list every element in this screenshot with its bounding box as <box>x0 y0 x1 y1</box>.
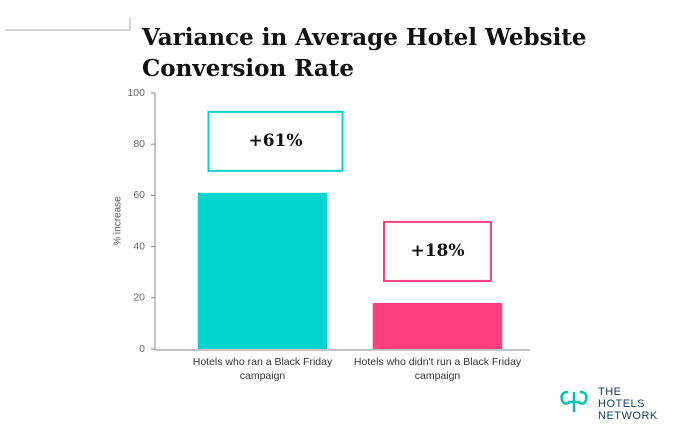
y-tick-label: 0 <box>139 343 145 355</box>
value-label: +61% <box>248 131 302 151</box>
y-tick-label: 40 <box>133 240 145 252</box>
logo-line: THE <box>598 386 622 398</box>
logo-text: THE HOTELS NETWORK <box>598 386 658 422</box>
y-tick-label: 20 <box>133 292 145 304</box>
x-tick-label: Hotels who didn't run a Black Friday cam… <box>353 356 522 382</box>
y-axis-label: % increase <box>113 196 124 246</box>
value-label-box <box>383 220 492 282</box>
y-tick-label: 80 <box>133 138 145 150</box>
chart-title: Variance in Average Hotel Website Conver… <box>142 24 587 82</box>
y-tick-label: 100 <box>127 87 145 99</box>
x-tick-label: Hotels who ran a Black Friday campaign <box>192 356 333 382</box>
y-tick-label: 60 <box>133 189 145 201</box>
logo-line: HOTELS <box>598 398 646 410</box>
bar <box>372 302 503 349</box>
decor-line <box>5 18 131 31</box>
value-label: +18% <box>410 241 464 261</box>
logo-line: NETWORK <box>598 410 658 422</box>
bar <box>197 192 328 349</box>
logo-icon <box>560 390 588 412</box>
value-label-box <box>207 110 344 172</box>
